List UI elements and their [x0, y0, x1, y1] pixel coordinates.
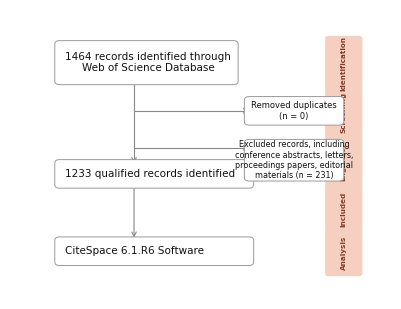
Text: 1464 records identified through
Web of Science Database: 1464 records identified through Web of S… [65, 52, 231, 74]
Text: Eligibility: Eligibility [341, 142, 347, 181]
FancyBboxPatch shape [325, 186, 363, 232]
FancyBboxPatch shape [244, 96, 344, 125]
FancyBboxPatch shape [55, 160, 254, 188]
Text: Included: Included [341, 191, 347, 226]
FancyBboxPatch shape [55, 237, 254, 265]
Text: CiteSpace 6.1.R6 Software: CiteSpace 6.1.R6 Software [65, 246, 204, 256]
Text: 1233 qualified records identified: 1233 qualified records identified [65, 169, 235, 179]
FancyBboxPatch shape [325, 135, 363, 188]
FancyBboxPatch shape [325, 230, 363, 276]
Text: Screening: Screening [341, 92, 347, 133]
FancyBboxPatch shape [55, 41, 238, 85]
FancyBboxPatch shape [325, 88, 363, 137]
Text: Removed duplicates
(n = 0): Removed duplicates (n = 0) [251, 101, 337, 121]
Text: Identification: Identification [341, 36, 347, 91]
Text: Excluded records, including
conference abstracts, letters,
proceedings papers, e: Excluded records, including conference a… [235, 140, 353, 180]
FancyBboxPatch shape [325, 36, 363, 91]
FancyBboxPatch shape [244, 139, 344, 181]
Text: Analysis: Analysis [341, 236, 347, 270]
